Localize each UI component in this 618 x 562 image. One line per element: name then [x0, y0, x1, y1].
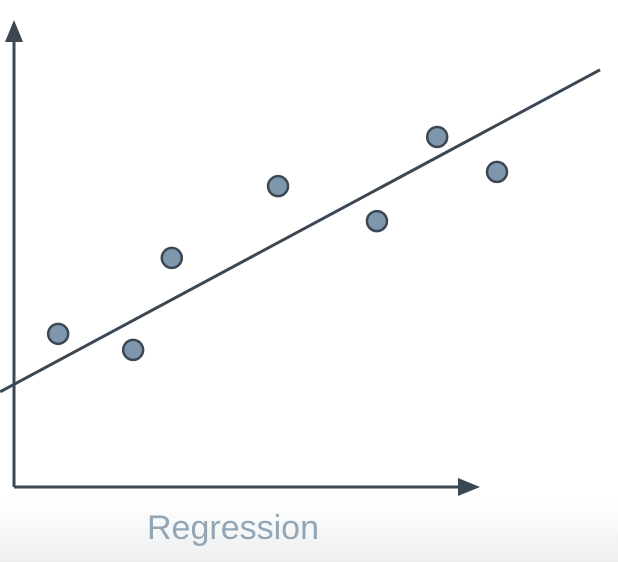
y-axis-arrow	[5, 20, 23, 42]
data-point	[485, 160, 509, 184]
data-point	[425, 125, 449, 149]
data-point	[121, 338, 145, 362]
data-point	[365, 209, 389, 233]
data-point	[46, 322, 70, 346]
data-point	[266, 174, 290, 198]
data-point	[160, 246, 184, 270]
axes	[12, 38, 460, 489]
x-axis-arrow	[458, 478, 480, 496]
regression-line	[0, 68, 601, 394]
caption: Regression	[147, 509, 319, 547]
caption-band	[0, 500, 618, 562]
